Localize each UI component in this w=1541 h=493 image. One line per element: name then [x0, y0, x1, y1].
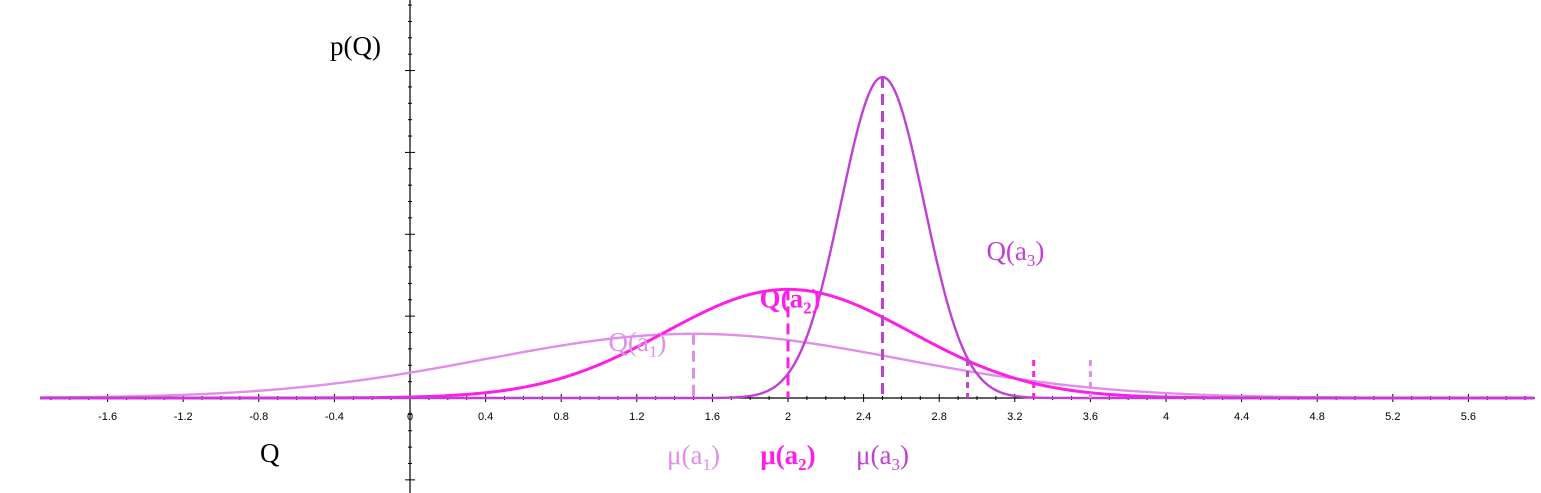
mean-label-Q(a2): μ(a2) — [760, 440, 815, 474]
curve-label-end: ) — [657, 327, 666, 357]
curve-label-sub: 1 — [649, 342, 658, 361]
mean-markers — [692, 77, 1092, 398]
curve-label-Q(a2): Q(a2) — [760, 284, 821, 318]
x-tick-label: 5.2 — [1385, 411, 1400, 423]
mean-label-end: ) — [807, 440, 816, 470]
x-tick-label: 2 — [785, 411, 791, 423]
curve-label-sub: 3 — [1027, 251, 1036, 270]
mean-label-base: μ(a — [667, 440, 702, 470]
x-tick-label: 3.2 — [1007, 411, 1022, 423]
mean-label-sub: 3 — [891, 455, 900, 474]
curve-label-base: Q(a — [608, 327, 648, 357]
series-labels: Q(a1)μ(a1)Q(a2)μ(a2)Q(a3)μ(a3) — [608, 236, 1044, 474]
mean-label-end: ) — [711, 440, 720, 470]
mean-label-base: μ(a — [856, 440, 891, 470]
x-tick-label: -0.8 — [249, 411, 268, 423]
x-tick-label: 0 — [407, 411, 413, 423]
mean-label-Q(a3): μ(a3) — [856, 440, 909, 474]
x-tick-label: -1.6 — [98, 411, 117, 423]
x-tick-label: 4 — [1163, 411, 1169, 423]
mean-label-sub: 2 — [798, 455, 807, 474]
x-tick-label: -1.2 — [174, 411, 193, 423]
curve-label-Q(a1): Q(a1) — [608, 327, 666, 361]
curve-label-sub: 2 — [803, 299, 812, 318]
x-tick-label: 1.2 — [629, 411, 644, 423]
x-tick-label: 0.4 — [478, 411, 493, 423]
mean-label-Q(a1): μ(a1) — [667, 440, 720, 474]
x-tick-label: 5.6 — [1461, 411, 1476, 423]
x-tick-label: 0.8 — [554, 411, 569, 423]
curve-label-base: Q(a — [986, 236, 1026, 266]
x-axis-label: Q — [260, 438, 280, 468]
curve-label-base: Q(a — [760, 284, 804, 314]
curve-label-Q(a3): Q(a3) — [986, 236, 1044, 270]
x-tick-label: -0.4 — [325, 411, 344, 423]
x-tick-label: 1.6 — [705, 411, 720, 423]
mean-label-sub: 1 — [702, 455, 711, 474]
curve-label-end: ) — [1035, 236, 1044, 266]
curve-label-end: ) — [812, 284, 821, 314]
x-tick-label: 4.4 — [1234, 411, 1249, 423]
x-tick-label: 2.8 — [932, 411, 947, 423]
x-tick-label: 4.8 — [1310, 411, 1325, 423]
mean-label-end: ) — [900, 440, 909, 470]
y-axis-label: p(Q) — [330, 31, 381, 61]
x-tick-label: 2.4 — [856, 411, 871, 423]
axes: -1.6 -1.2 -0.8 -0.4 0 0.4 0.8 1.2 1.6 2 2.4 2.8 3.2 3… — [40, 0, 1535, 493]
x-tick-label: 3.6 — [1083, 411, 1098, 423]
mean-label-base: μ(a — [760, 440, 798, 470]
